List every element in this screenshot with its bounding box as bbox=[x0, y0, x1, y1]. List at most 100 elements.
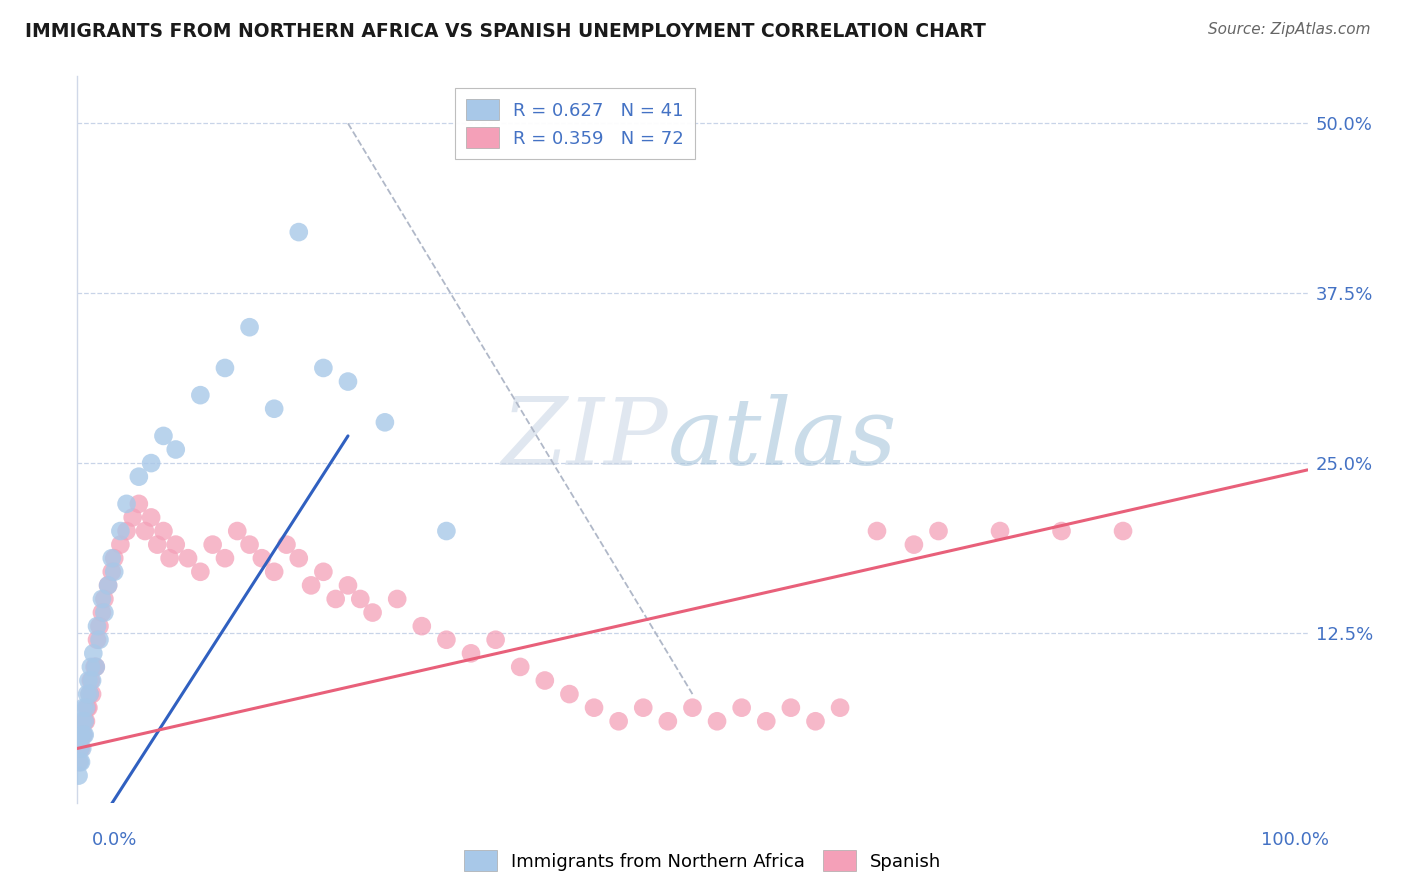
Point bbox=[73, 714, 96, 729]
Point bbox=[76, 687, 98, 701]
Text: 0.0%: 0.0% bbox=[91, 831, 136, 849]
Point bbox=[682, 700, 704, 714]
Point bbox=[72, 728, 94, 742]
Point bbox=[97, 578, 120, 592]
Point bbox=[134, 524, 156, 538]
Point bbox=[115, 497, 138, 511]
Point bbox=[411, 619, 433, 633]
Point bbox=[152, 429, 174, 443]
Point bbox=[73, 714, 96, 729]
Point bbox=[77, 673, 100, 688]
Point bbox=[657, 714, 679, 729]
Point bbox=[103, 551, 125, 566]
Point bbox=[706, 714, 728, 729]
Point bbox=[146, 538, 169, 552]
Point bbox=[82, 646, 104, 660]
Point bbox=[86, 619, 108, 633]
Point bbox=[79, 687, 101, 701]
Point bbox=[239, 320, 262, 334]
Point bbox=[509, 660, 531, 674]
Point bbox=[70, 755, 93, 769]
Point bbox=[188, 388, 212, 402]
Point bbox=[928, 524, 950, 538]
Point bbox=[731, 700, 754, 714]
Point bbox=[86, 632, 108, 647]
Point bbox=[89, 619, 111, 633]
Point bbox=[89, 632, 111, 647]
Point bbox=[70, 741, 93, 756]
Point bbox=[93, 606, 115, 620]
Point bbox=[70, 728, 93, 742]
Point bbox=[83, 660, 105, 674]
Text: 100.0%: 100.0% bbox=[1261, 831, 1329, 849]
Point bbox=[152, 524, 174, 538]
Point bbox=[76, 700, 98, 714]
Point bbox=[67, 755, 90, 769]
Point bbox=[101, 551, 124, 566]
Point bbox=[250, 551, 273, 566]
Point bbox=[485, 632, 508, 647]
Point bbox=[337, 578, 360, 592]
Point bbox=[90, 591, 114, 606]
Point bbox=[349, 591, 371, 606]
Point bbox=[101, 565, 124, 579]
Point bbox=[84, 660, 107, 674]
Point bbox=[70, 741, 93, 756]
Point bbox=[69, 741, 91, 756]
Point bbox=[141, 510, 163, 524]
Point bbox=[201, 538, 224, 552]
Point bbox=[115, 524, 138, 538]
Point bbox=[780, 700, 803, 714]
Point bbox=[214, 551, 236, 566]
Point bbox=[263, 401, 285, 416]
Point bbox=[82, 687, 104, 701]
Point bbox=[214, 361, 236, 376]
Point bbox=[84, 660, 107, 674]
Point bbox=[103, 565, 125, 579]
Text: Source: ZipAtlas.com: Source: ZipAtlas.com bbox=[1208, 22, 1371, 37]
Point bbox=[72, 700, 94, 714]
Point bbox=[80, 660, 103, 674]
Point bbox=[988, 524, 1011, 538]
Point bbox=[607, 714, 630, 729]
Point bbox=[903, 538, 925, 552]
Point bbox=[70, 728, 93, 742]
Legend: Immigrants from Northern Africa, Spanish: Immigrants from Northern Africa, Spanish bbox=[457, 843, 949, 879]
Point bbox=[128, 469, 150, 483]
Point bbox=[337, 375, 360, 389]
Point bbox=[534, 673, 557, 688]
Point bbox=[69, 741, 91, 756]
Point bbox=[1050, 524, 1073, 538]
Point bbox=[1112, 524, 1135, 538]
Point bbox=[73, 728, 96, 742]
Point bbox=[436, 632, 458, 647]
Point bbox=[385, 591, 409, 606]
Point bbox=[299, 578, 322, 592]
Text: ZIP: ZIP bbox=[501, 394, 668, 484]
Point bbox=[583, 700, 606, 714]
Point bbox=[141, 456, 163, 470]
Point bbox=[239, 538, 262, 552]
Point bbox=[288, 551, 311, 566]
Point bbox=[67, 769, 90, 783]
Point bbox=[90, 606, 114, 620]
Point bbox=[110, 524, 132, 538]
Point bbox=[75, 700, 97, 714]
Point bbox=[188, 565, 212, 579]
Point bbox=[177, 551, 200, 566]
Point bbox=[436, 524, 458, 538]
Point bbox=[558, 687, 581, 701]
Point bbox=[804, 714, 827, 729]
Point bbox=[128, 497, 150, 511]
Point bbox=[72, 728, 94, 742]
Point bbox=[70, 714, 93, 729]
Point bbox=[110, 538, 132, 552]
Point bbox=[325, 591, 347, 606]
Point bbox=[69, 755, 91, 769]
Text: atlas: atlas bbox=[668, 394, 897, 484]
Point bbox=[460, 646, 482, 660]
Point bbox=[633, 700, 655, 714]
Point bbox=[80, 673, 103, 688]
Point bbox=[165, 538, 187, 552]
Point bbox=[159, 551, 181, 566]
